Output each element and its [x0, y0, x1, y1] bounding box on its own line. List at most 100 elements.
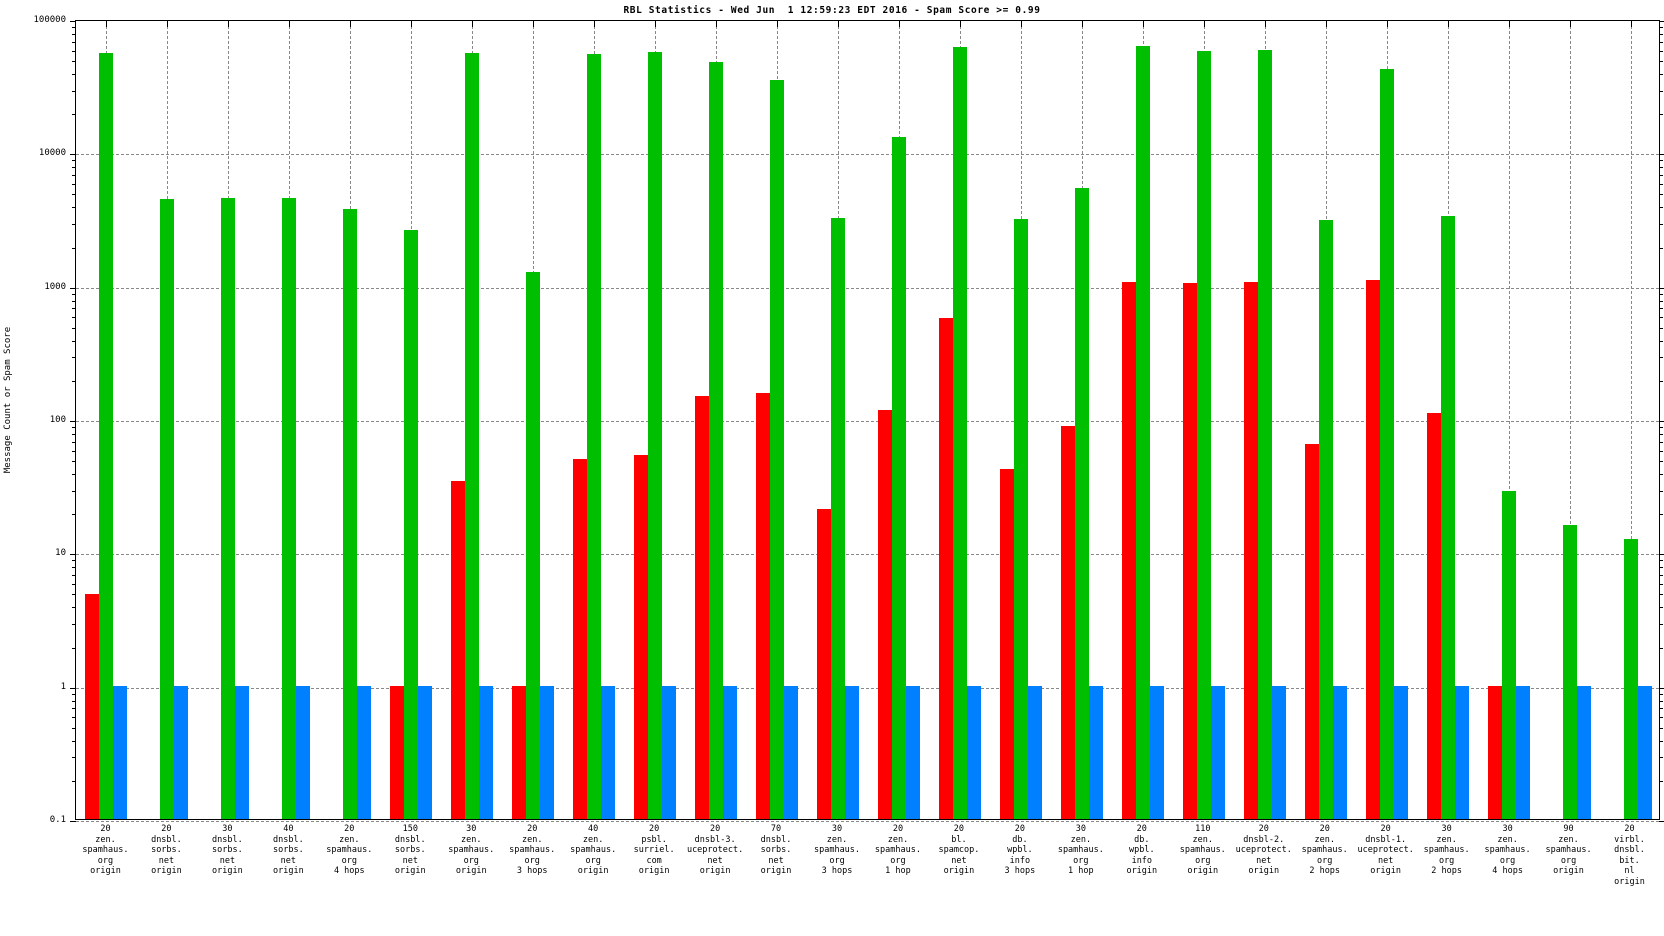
y-minor-tick-right — [1659, 308, 1663, 310]
bar-score — [1027, 685, 1042, 819]
bar-not-spam — [1243, 281, 1258, 819]
y-minor-tick-right — [1659, 514, 1663, 516]
y-minor-tick-right — [1659, 90, 1663, 92]
bar-not-spam — [1487, 685, 1502, 819]
y-minor-tick-right — [1659, 160, 1663, 162]
y-tick-right — [1659, 687, 1664, 689]
y-minor-tick-right — [1659, 780, 1663, 782]
y-minor-tick-right — [1659, 224, 1663, 226]
bar-score — [845, 685, 860, 819]
bar-not-spam — [877, 410, 892, 819]
y-minor-tick — [72, 300, 76, 302]
y-gridline — [76, 554, 1659, 556]
y-minor-tick-right — [1659, 114, 1663, 116]
y-minor-tick — [72, 61, 76, 63]
x-tick-top — [716, 20, 718, 27]
bar-spam — [1379, 69, 1394, 819]
y-minor-tick — [72, 574, 76, 576]
x-gridline — [1630, 21, 1632, 819]
y-minor-tick-right — [1659, 327, 1663, 329]
y-minor-tick-right — [1659, 700, 1663, 702]
y-minor-tick — [72, 41, 76, 43]
y-minor-tick — [72, 327, 76, 329]
y-minor-tick-right — [1659, 340, 1663, 342]
y-minor-tick — [72, 194, 76, 196]
y-minor-tick — [72, 727, 76, 729]
bar-spam — [1196, 50, 1211, 819]
y-minor-tick — [72, 90, 76, 92]
y-axis-title: Message Count or Spam Score — [3, 326, 13, 474]
y-minor-tick-right — [1659, 174, 1663, 176]
x-tick-label: 40 dnsbl. sorbs. net origin — [272, 824, 304, 876]
y-minor-tick — [72, 740, 76, 742]
x-tick-label: 30 zen. spamhaus. org 3 hops — [813, 824, 861, 876]
y-minor-tick-right — [1659, 594, 1663, 596]
x-tick-label: 20 zen. spamhaus. org 1 hop — [874, 824, 921, 876]
bar-not-spam — [512, 685, 527, 819]
y-minor-tick — [72, 308, 76, 310]
y-minor-tick-right — [1659, 61, 1663, 63]
bar-not-spam — [756, 392, 771, 819]
x-tick-top — [1630, 20, 1632, 27]
bar-score — [784, 685, 799, 819]
x-tick-top — [1386, 20, 1388, 27]
y-minor-tick-right — [1659, 33, 1663, 35]
y-minor-tick-right — [1659, 693, 1663, 695]
y-minor-tick — [72, 174, 76, 176]
x-tick-label: 20 db. wpbl. info origin — [1126, 824, 1158, 876]
y-tick-right — [1659, 21, 1664, 22]
y-tick-right — [1659, 554, 1664, 556]
y-minor-tick — [72, 441, 76, 443]
x-tick-top — [1447, 20, 1449, 27]
plot-area — [70, 20, 1664, 822]
x-tick-label: 30 zen. spamhaus. org 4 hops — [1484, 824, 1531, 876]
y-minor-tick — [72, 74, 76, 76]
bar-spam — [221, 197, 236, 819]
bar-spam — [648, 51, 663, 819]
x-tick-top — [898, 20, 900, 27]
y-minor-tick — [72, 357, 76, 359]
x-tick-label: 20 zen. spamhaus. org 2 hops — [1301, 824, 1348, 876]
y-tick — [70, 154, 76, 156]
x-tick-label: 20 db. wpbl. info 3 hops — [1004, 824, 1036, 876]
y-minor-tick — [72, 450, 76, 452]
x-tick-top — [350, 20, 352, 27]
y-minor-tick — [72, 514, 76, 516]
y-tick — [70, 21, 76, 22]
y-minor-tick — [72, 474, 76, 476]
y-minor-tick — [72, 624, 76, 626]
x-tick-label: 40 zen. spamhaus. org origin — [570, 824, 617, 876]
x-tick-top — [1264, 20, 1266, 27]
y-minor-tick-right — [1659, 27, 1663, 29]
bar-not-spam — [938, 318, 953, 819]
x-tick-top — [1020, 20, 1022, 27]
y-minor-tick-right — [1659, 567, 1663, 569]
bar-not-spam — [634, 454, 649, 819]
y-minor-tick — [72, 293, 76, 295]
y-minor-tick-right — [1659, 380, 1663, 382]
y-minor-tick-right — [1659, 293, 1663, 295]
y-minor-tick-right — [1659, 757, 1663, 759]
x-tick-label: 30 dnsbl. sorbs. net origin — [212, 824, 243, 876]
y-minor-tick-right — [1659, 317, 1663, 319]
x-tick-label: 20 zen. spamhaus. org 4 hops — [326, 824, 373, 876]
bar-spam — [465, 52, 480, 819]
bar-score — [601, 685, 616, 819]
bar-not-spam — [817, 509, 832, 819]
y-minor-tick-right — [1659, 461, 1663, 463]
x-tick-top — [472, 20, 474, 27]
bar-score — [235, 685, 250, 819]
y-minor-tick — [72, 567, 76, 569]
x-tick-top — [106, 20, 108, 27]
bar-not-spam — [1182, 283, 1197, 819]
y-minor-tick — [72, 167, 76, 169]
bar-score — [1576, 685, 1591, 819]
y-minor-tick — [72, 757, 76, 759]
bar-score — [1637, 685, 1652, 819]
bar-spam — [1562, 525, 1577, 819]
bar-not-spam — [1121, 282, 1136, 819]
y-minor-tick — [72, 717, 76, 719]
y-minor-tick — [72, 183, 76, 185]
x-tick-label: 90 zen. spamhaus. org origin — [1545, 824, 1592, 876]
x-tick-label: 20 dnsbl-3. uceprotect. net origin — [686, 824, 744, 876]
